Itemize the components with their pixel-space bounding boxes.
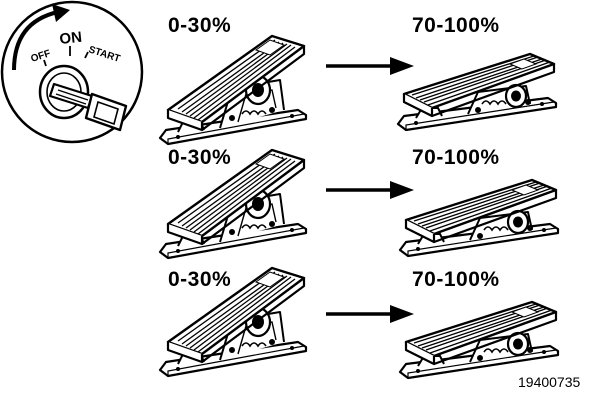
- arrow-row-2: [324, 179, 416, 201]
- ignition-key-switch: OFF ON START: [0, 0, 144, 144]
- row-1-end-label: 70-100%: [412, 14, 500, 37]
- pedal-depressed-row-3: [398, 300, 560, 380]
- pedal-released-row-1: [158, 34, 308, 146]
- arrow-row-1: [324, 55, 416, 77]
- row-3-start-label: 0-30%: [168, 268, 232, 291]
- row-3-end-label: 70-100%: [412, 268, 500, 291]
- arrow-row-3: [324, 303, 416, 325]
- rotation-arrow-head: [52, 4, 70, 22]
- row-1-start-label: 0-30%: [168, 14, 232, 37]
- figure-number: 19400735: [518, 374, 581, 390]
- row-2-start-label: 0-30%: [168, 146, 232, 169]
- key-on-label: ON: [59, 29, 83, 48]
- rotation-arrow: [12, 10, 59, 71]
- pedal-depressed-row-1: [396, 52, 558, 132]
- ignition-key: [48, 82, 128, 132]
- pedal-depressed-row-2: [398, 178, 560, 258]
- row-2-end-label: 70-100%: [412, 146, 500, 169]
- calibration-row-1: [158, 34, 558, 146]
